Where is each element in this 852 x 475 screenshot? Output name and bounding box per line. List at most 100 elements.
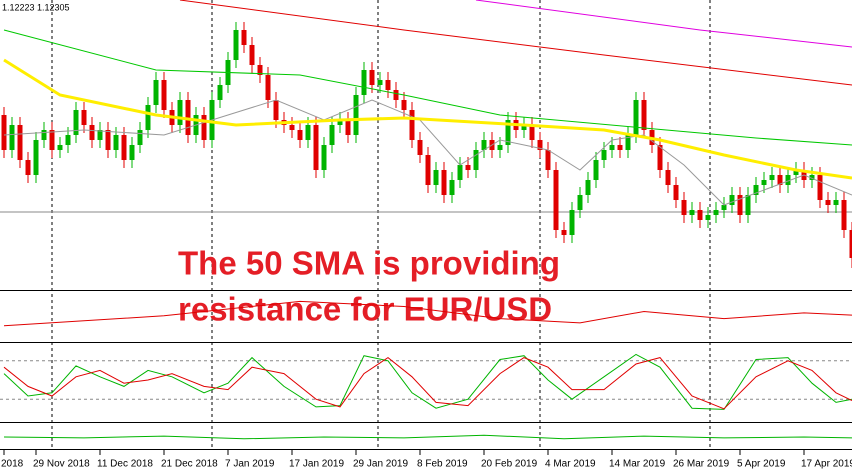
candle-body (481, 140, 487, 150)
x-tick-label: 20 Feb 2019 (481, 459, 538, 470)
x-tick-label: 17 Jan 2019 (289, 459, 344, 470)
candle-body (665, 170, 671, 185)
candle-body (577, 195, 583, 210)
candle-body (841, 200, 847, 230)
candle-body (97, 130, 103, 140)
candle-body (777, 175, 783, 185)
candle-body (305, 125, 311, 140)
moving-average (475, 0, 852, 48)
x-tick-label: 14 Mar 2019 (609, 459, 666, 470)
candle-body (273, 100, 279, 120)
candle-body (593, 160, 599, 180)
moving-average (179, 0, 852, 86)
indicator-line (3, 300, 852, 327)
candle-body (561, 230, 567, 235)
candle-body (9, 125, 15, 150)
candle-body (425, 155, 431, 185)
x-tick-label: 26 Mar 2019 (673, 459, 730, 470)
moving-average (3, 99, 852, 206)
candle-body (289, 125, 295, 130)
candle-body (25, 160, 31, 175)
candle-body (641, 100, 647, 130)
candle-body (57, 145, 63, 150)
candle-body (329, 125, 335, 145)
indicator-line (3, 434, 852, 440)
candle-body (17, 125, 23, 160)
candle-body (761, 180, 767, 185)
candle-body (769, 175, 775, 180)
candle-body (177, 100, 183, 125)
candle-body (585, 180, 591, 195)
candle-body (137, 130, 143, 145)
candle-body (361, 70, 367, 95)
candle-body (441, 170, 447, 195)
candle-body (33, 140, 39, 175)
candle-body (313, 125, 319, 170)
price-header: 1.12223 1.12305 (2, 2, 70, 12)
candle-body (385, 80, 391, 90)
x-tick-label: 2018 (1, 459, 24, 470)
candle-body (153, 80, 159, 105)
candle-body (657, 145, 663, 170)
candle-body (89, 125, 95, 140)
candle-body (337, 120, 343, 125)
moving-average (3, 58, 852, 180)
candle-body (401, 100, 407, 110)
candle-body (689, 210, 695, 215)
candle-body (713, 210, 719, 215)
candle-body (161, 80, 167, 110)
candle-body (705, 215, 711, 220)
candle-body (537, 140, 543, 150)
candle-body (569, 210, 575, 235)
candle-body (833, 200, 839, 205)
candle-body (65, 135, 71, 145)
annotation: resistance for EUR/USD (178, 291, 552, 328)
candle-body (457, 165, 463, 180)
candle-body (121, 135, 127, 160)
candle-body (737, 195, 743, 215)
candle-body (345, 120, 351, 135)
x-tick-label: 21 Dec 2018 (161, 459, 218, 470)
candle-body (673, 185, 679, 200)
x-tick-label: 11 Dec 2018 (97, 459, 153, 470)
candle-body (129, 145, 135, 160)
candle-body (393, 90, 399, 100)
candle-body (113, 135, 119, 150)
candle-body (753, 185, 759, 195)
candle-body (601, 150, 607, 160)
candle-body (745, 195, 751, 215)
candle-body (625, 135, 631, 150)
x-tick-label: 7 Jan 2019 (225, 459, 275, 470)
candle-body (73, 110, 79, 135)
candle-body (201, 115, 207, 140)
candle-body (825, 200, 831, 205)
candle-body (633, 100, 639, 135)
candle-body (465, 165, 471, 170)
candle-body (81, 110, 87, 125)
candle-body (41, 130, 47, 140)
candle-body (265, 75, 271, 100)
x-tick-label: 29 Nov 2018 (33, 459, 90, 470)
candle-body (497, 145, 503, 150)
candle-body (529, 125, 535, 140)
candle-body (353, 95, 359, 135)
candle-body (849, 230, 852, 258)
candle-body (241, 30, 247, 45)
candle-body (257, 65, 263, 75)
x-tick-label: 4 Mar 2019 (545, 459, 596, 470)
candle-body (433, 170, 439, 185)
candle-body (809, 175, 815, 180)
candle-body (49, 130, 55, 150)
indicator-line (3, 353, 852, 410)
candle-body (217, 85, 223, 100)
candle-body (681, 200, 687, 215)
indicator-line (3, 356, 852, 410)
candle-body (321, 145, 327, 170)
candle-body (409, 110, 415, 140)
candle-body (521, 125, 527, 130)
candle-body (505, 120, 511, 145)
candle-body (105, 130, 111, 150)
x-tick-label: 5 Apr 2019 (737, 459, 786, 470)
